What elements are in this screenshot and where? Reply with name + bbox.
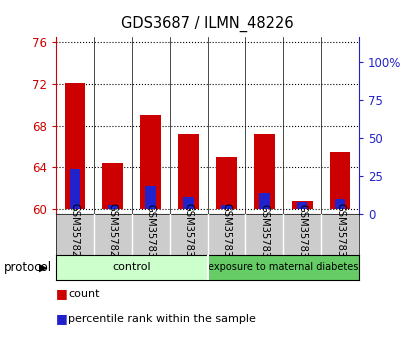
Bar: [70, 170, 80, 209]
Text: percentile rank within the sample: percentile rank within the sample: [68, 314, 256, 324]
Text: ■: ■: [56, 287, 68, 300]
Bar: [183, 197, 194, 209]
Text: count: count: [68, 289, 100, 299]
Bar: [140, 115, 161, 209]
Text: control: control: [112, 262, 151, 272]
Bar: [107, 205, 118, 209]
Bar: [178, 134, 199, 209]
Text: GDS3687 / ILMN_48226: GDS3687 / ILMN_48226: [121, 16, 294, 32]
Bar: [208, 255, 359, 280]
Bar: [56, 255, 208, 280]
Text: GSM357833: GSM357833: [259, 204, 269, 264]
Text: GSM357831: GSM357831: [183, 204, 193, 264]
Bar: [216, 157, 237, 209]
Bar: [254, 134, 275, 209]
Text: GSM357830: GSM357830: [146, 204, 156, 264]
Bar: [259, 193, 270, 209]
Bar: [335, 199, 345, 209]
Bar: [292, 201, 312, 209]
Bar: [221, 205, 232, 209]
Bar: [103, 163, 123, 209]
Text: GSM357828: GSM357828: [70, 204, 80, 264]
Bar: [330, 152, 350, 209]
Text: protocol: protocol: [4, 261, 52, 274]
Text: ▶: ▶: [39, 262, 48, 272]
Text: GSM357834: GSM357834: [297, 204, 307, 264]
Bar: [297, 202, 308, 209]
Text: exposure to maternal diabetes: exposure to maternal diabetes: [208, 262, 359, 272]
Text: ■: ■: [56, 312, 68, 325]
Bar: [65, 83, 85, 209]
Text: GSM357835: GSM357835: [335, 204, 345, 264]
Bar: [145, 185, 156, 209]
Text: GSM357832: GSM357832: [222, 204, 232, 264]
Text: GSM357829: GSM357829: [108, 204, 118, 264]
